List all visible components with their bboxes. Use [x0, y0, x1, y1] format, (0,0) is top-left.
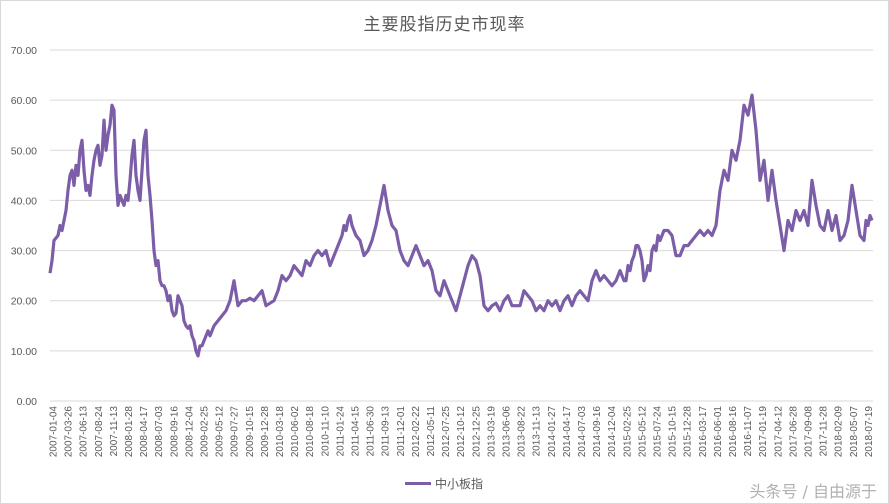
y-tick-label: 20.00	[11, 296, 37, 308]
x-tick-label: 2017-04-12	[773, 406, 784, 458]
x-tick-label: 2014-12-04	[607, 406, 618, 458]
x-tick-label: 2009-07-27	[230, 406, 241, 458]
x-tick-label: 2012-07-25	[441, 406, 452, 458]
x-tick-label: 2009-02-25	[200, 406, 211, 458]
legend-label: 中小板指	[435, 477, 484, 491]
gridlines	[50, 49, 873, 402]
x-tick-label: 2008-09-16	[169, 406, 180, 458]
x-tick-label: 2013-08-22	[517, 406, 528, 458]
y-tick-label: 70.00	[11, 45, 37, 57]
x-tick-label: 2007-01-04	[49, 406, 60, 458]
x-tick-label: 2015-07-24	[653, 406, 664, 458]
y-tick-label: 30.00	[11, 246, 37, 258]
x-tick-label: 2012-02-22	[411, 406, 422, 458]
x-tick-label: 2015-05-12	[637, 406, 648, 458]
y-tick-label: 0.00	[17, 396, 38, 408]
x-tick-label: 2017-06-28	[788, 406, 799, 458]
x-tick-label: 2008-04-17	[139, 406, 150, 458]
y-tick-label: 10.00	[11, 346, 37, 358]
x-tick-label: 2014-04-17	[562, 406, 573, 458]
watermark: 头条号 / 自由源于	[749, 482, 877, 501]
x-tick-label: 2011-01-24	[335, 406, 346, 457]
x-tick-label: 2011-09-13	[381, 406, 392, 457]
legend-swatch-icon	[405, 482, 431, 485]
x-tick-label: 2012-10-12	[456, 406, 467, 458]
x-tick-label: 2017-11-28	[819, 406, 830, 457]
x-tick-label: 2009-05-12	[215, 406, 226, 458]
x-tick-label: 2013-11-13	[532, 406, 543, 457]
x-tick-label: 2018-07-19	[864, 406, 875, 458]
x-tick-label: 2009-12-28	[260, 406, 271, 458]
x-tick-label: 2007-11-13	[109, 406, 120, 457]
x-tick-label: 2010-06-02	[290, 406, 301, 458]
x-tick-label: 2011-04-15	[351, 406, 362, 457]
y-tick-label: 40.00	[11, 195, 37, 207]
x-tick-label: 2014-01-27	[547, 406, 558, 458]
x-tick-label: 2008-12-04	[184, 406, 195, 458]
y-axis-labels: 0.00 10.00 20.00 30.00 40.00 50.00 60.00 70.00	[11, 45, 37, 408]
x-tick-label: 2011-12-01	[396, 406, 407, 457]
series-line-zhongxiaobanzhi	[48, 93, 874, 358]
x-tick-label: 2012-05-11	[426, 406, 437, 457]
x-tick-label: 2013-06-06	[502, 406, 513, 458]
x-tick-label: 2007-08-24	[94, 406, 105, 458]
x-tick-label: 2018-02-09	[834, 406, 845, 458]
x-tick-label: 2017-01-19	[758, 406, 769, 458]
x-axis-labels: 2007-01-04 2007-03-26 2007-06-13 2007-08-24…	[49, 406, 875, 458]
x-tick-label: 2013-03-19	[486, 406, 497, 458]
x-tick-label: 2014-07-03	[577, 406, 588, 458]
x-tick-label: 2017-09-08	[804, 406, 815, 458]
x-tick-label: 2016-03-17	[698, 406, 709, 458]
x-tick-label: 2008-01-28	[124, 406, 135, 458]
x-tick-label: 2018-05-07	[849, 406, 860, 458]
x-tick-label: 2010-11-10	[320, 406, 331, 457]
x-tick-label: 2011-06-30	[366, 406, 377, 457]
x-tick-label: 2009-10-15	[245, 406, 256, 458]
x-tick-label: 2010-03-18	[275, 406, 286, 458]
x-tick-label: 2015-10-15	[668, 406, 679, 458]
x-tick-label: 2016-06-01	[713, 406, 724, 458]
x-tick-label: 2007-03-26	[64, 406, 75, 458]
x-tick-label: 2015-02-25	[622, 406, 633, 458]
x-tick-label: 2014-09-16	[592, 406, 603, 458]
x-tick-label: 2007-06-13	[79, 406, 90, 458]
x-tick-label: 2010-08-18	[305, 406, 316, 458]
x-tick-label: 2016-08-16	[728, 406, 739, 458]
x-tick-label: 2015-12-28	[683, 406, 694, 458]
chart-title: 主要股指历史市现率	[363, 15, 526, 35]
y-tick-label: 50.00	[11, 145, 37, 157]
y-tick-label: 60.00	[11, 95, 37, 107]
x-tick-label: 2008-07-03	[154, 406, 165, 458]
legend[interactable]: 中小板指	[405, 475, 483, 492]
x-tick-label: 2012-12-25	[471, 406, 482, 458]
x-tick-label: 2016-11-07	[743, 406, 754, 457]
